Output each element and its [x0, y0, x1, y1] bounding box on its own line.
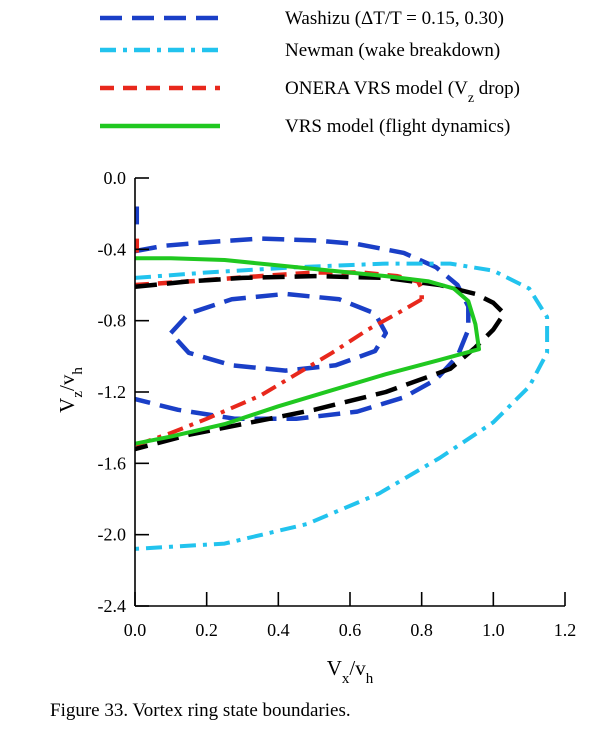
y-tick-label: -0.8 — [98, 311, 127, 331]
x-tick-label: 0.8 — [410, 620, 433, 640]
series-onera-lower — [134, 297, 423, 448]
y-axis-title: Vz/vh — [55, 367, 86, 413]
legend-label-onera: ONERA VRS model (Vz drop) — [285, 78, 520, 106]
series-black — [134, 273, 507, 452]
y-tick-label: 0.0 — [104, 168, 127, 188]
x-tick-label: 0.2 — [195, 620, 218, 640]
x-axis-title: Vx/vh — [327, 656, 374, 687]
x-tick-label: 0.6 — [339, 620, 362, 640]
y-tick-label: -1.2 — [98, 382, 127, 402]
x-tick-label: 0.4 — [267, 620, 290, 640]
axes: 0.0 -0.4 -0.8 -1.2 -1.6 -2.0 -2.4 0.0 0.2 0.4 0.6 0… — [98, 168, 577, 640]
x-tick-label: 1.0 — [482, 620, 505, 640]
axis-titles: Vx/vh Vz/vh — [55, 367, 374, 687]
legend-label-vrs: VRS model (flight dynamics) — [285, 116, 510, 137]
y-tick-label: -1.6 — [98, 453, 127, 473]
series-newman — [134, 261, 550, 551]
y-tick-label: -2.4 — [98, 596, 127, 616]
y-tick-label: -2.0 — [98, 525, 127, 545]
y-tick-label: -0.4 — [98, 239, 127, 259]
legend: Washizu (ΔT/T = 0.15, 0.30) Newman (wake … — [100, 8, 520, 137]
x-tick-label: 1.2 — [554, 620, 577, 640]
figure-caption: Figure 33. Vortex ring state boundaries. — [50, 700, 351, 721]
series-washizu-outer — [134, 236, 471, 422]
series-washizu-inner — [168, 291, 389, 373]
plot-series — [134, 206, 550, 551]
series-vrs — [134, 256, 481, 446]
legend-label-washizu: Washizu (ΔT/T = 0.15, 0.30) — [285, 8, 504, 29]
legend-label-newman: Newman (wake breakdown) — [285, 40, 500, 61]
x-tick-label: 0.0 — [124, 620, 147, 640]
